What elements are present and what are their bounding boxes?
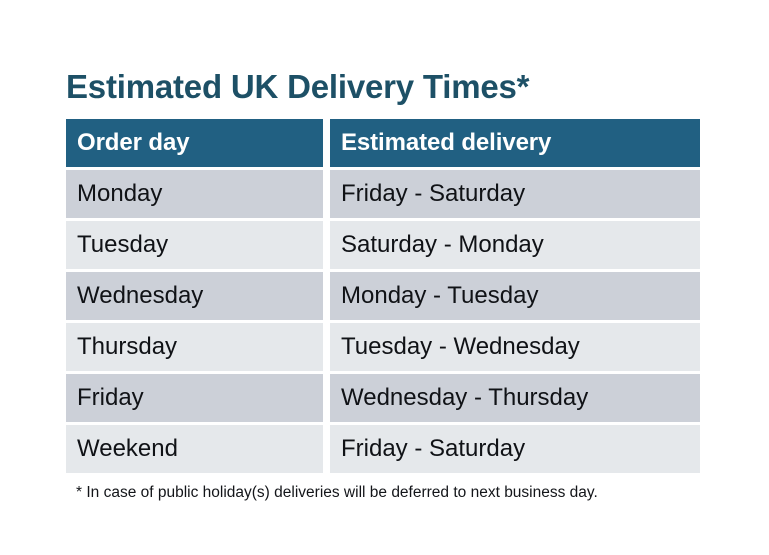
cell-order-day: Friday — [66, 374, 323, 422]
table-row: Thursday Tuesday - Wednesday — [66, 323, 700, 371]
cell-order-day: Tuesday — [66, 221, 323, 269]
cell-estimated-delivery: Saturday - Monday — [330, 221, 700, 269]
cell-order-day: Weekend — [66, 425, 323, 473]
table-row: Friday Wednesday - Thursday — [66, 374, 700, 422]
delivery-times-table: Order day Estimated delivery Monday Frid… — [66, 119, 700, 473]
column-header-order-day: Order day — [66, 119, 323, 167]
cell-estimated-delivery: Friday - Saturday — [330, 425, 700, 473]
table-row: Tuesday Saturday - Monday — [66, 221, 700, 269]
cell-order-day: Wednesday — [66, 272, 323, 320]
cell-estimated-delivery: Tuesday - Wednesday — [330, 323, 700, 371]
page-title: Estimated UK Delivery Times* — [66, 68, 530, 106]
cell-estimated-delivery: Friday - Saturday — [330, 170, 700, 218]
table-row: Monday Friday - Saturday — [66, 170, 700, 218]
footnote: * In case of public holiday(s) deliverie… — [76, 484, 598, 501]
cell-order-day: Thursday — [66, 323, 323, 371]
table-header-row: Order day Estimated delivery — [66, 119, 700, 167]
cell-estimated-delivery: Monday - Tuesday — [330, 272, 700, 320]
cell-estimated-delivery: Wednesday - Thursday — [330, 374, 700, 422]
table-row: Weekend Friday - Saturday — [66, 425, 700, 473]
cell-order-day: Monday — [66, 170, 323, 218]
column-header-estimated-delivery: Estimated delivery — [330, 119, 700, 167]
table-row: Wednesday Monday - Tuesday — [66, 272, 700, 320]
